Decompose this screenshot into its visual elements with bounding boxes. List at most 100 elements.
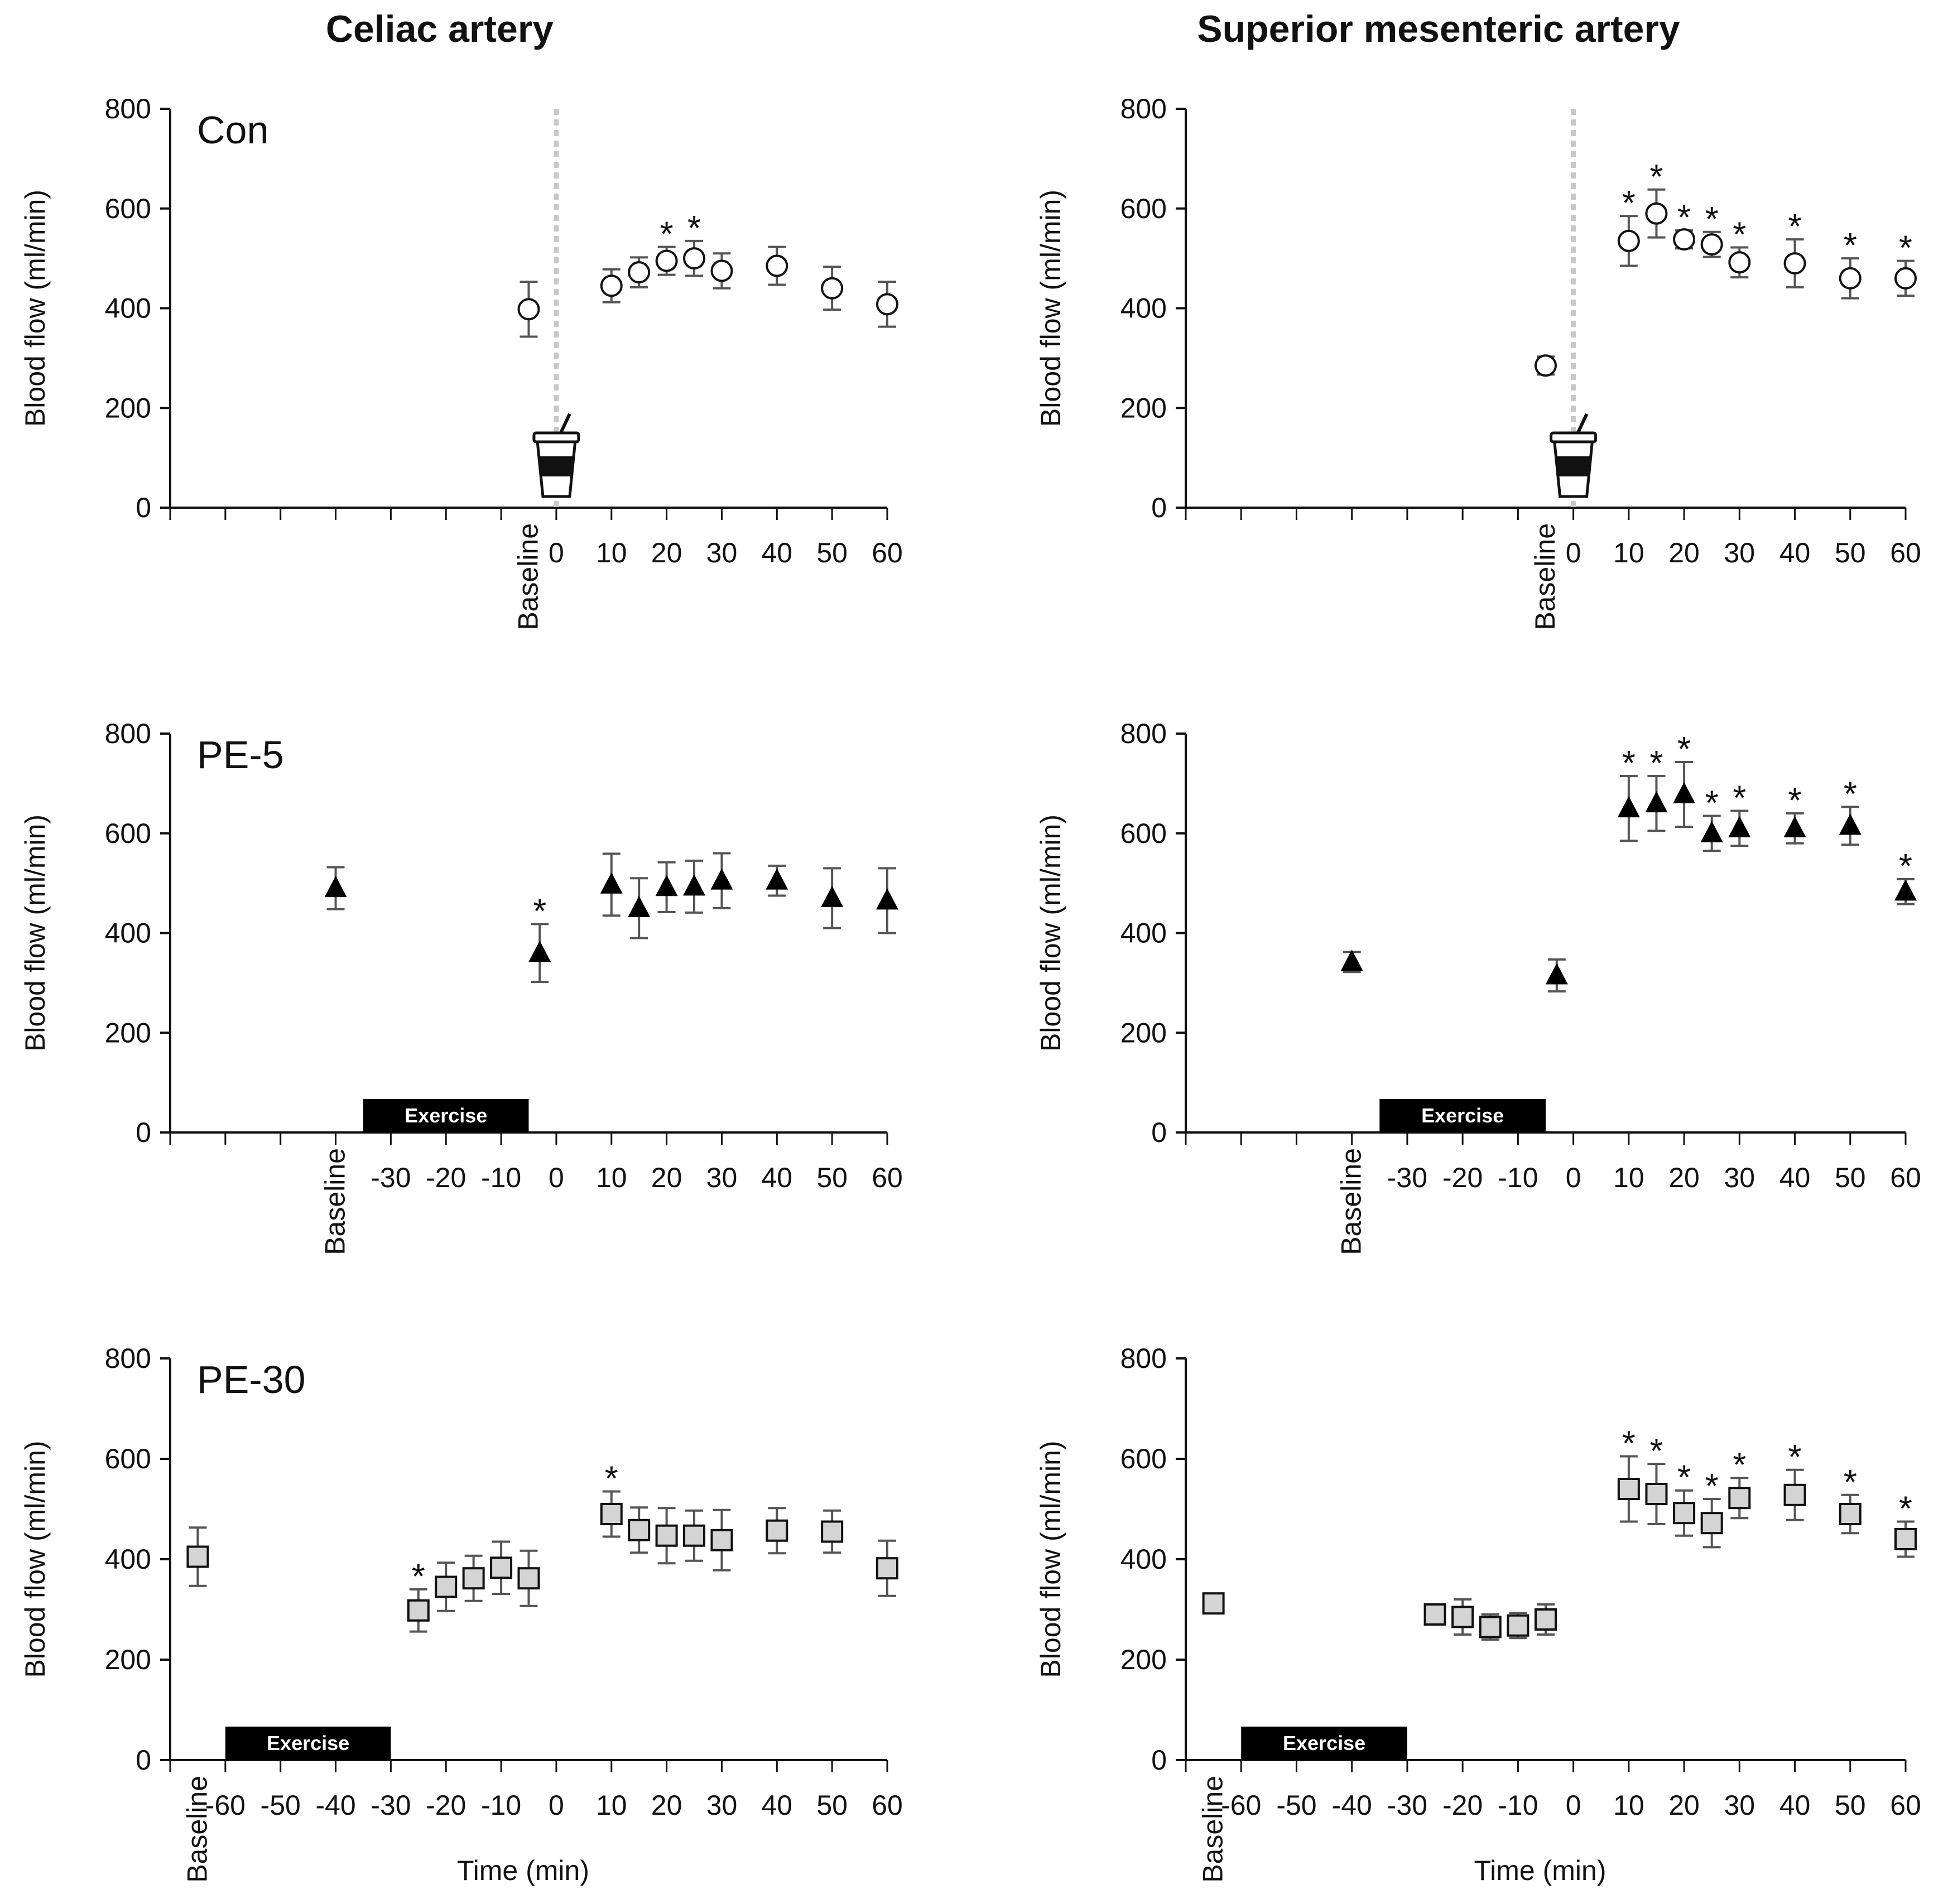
marker-triangle [528, 941, 551, 962]
marker-square [1507, 1614, 1529, 1637]
data-point-1: * [407, 1558, 430, 1633]
data-point-10 [710, 1508, 733, 1572]
marker-triangle [710, 868, 733, 890]
baseline-label: Baseline [181, 1776, 213, 1883]
significance-asterisk: * [1899, 847, 1912, 886]
data-point-3: * [1645, 744, 1668, 832]
x-tick-label: 10 [596, 537, 627, 568]
marker-circle [628, 261, 651, 284]
marker-circle [1894, 267, 1917, 290]
exercise-bar: Exercise [1379, 1099, 1546, 1132]
x-tick-label: 60 [872, 1162, 903, 1193]
exercise-bar: Exercise [225, 1727, 391, 1760]
marker-square [1451, 1606, 1474, 1628]
x-tick-label: 20 [651, 537, 682, 568]
significance-asterisk: * [660, 215, 674, 254]
x-tick-label: 0 [1566, 1790, 1581, 1821]
y-tick-label: 800 [105, 1343, 151, 1374]
x-tick-label: 30 [706, 537, 738, 568]
y-tick-label: 0 [136, 492, 151, 523]
y-tick-label: 600 [1120, 818, 1167, 849]
y-tick-label: 400 [1120, 1544, 1167, 1575]
x-tick-label: 10 [1613, 1162, 1644, 1193]
marker-square [1894, 1528, 1917, 1550]
marker-square [1617, 1478, 1640, 1500]
marker-square [600, 1503, 623, 1525]
significance-asterisk: * [1622, 1425, 1636, 1463]
exercise-label: Exercise [405, 1104, 487, 1127]
x-tick-label: 30 [1724, 537, 1755, 568]
x-tick-label: -30 [371, 1162, 411, 1193]
data-point-8 [821, 867, 844, 929]
marker-square [462, 1567, 485, 1590]
y-tick-label: 400 [105, 1544, 151, 1575]
x-tick-label: -50 [261, 1790, 301, 1821]
data-point-3: * [655, 215, 678, 276]
marker-triangle [1340, 949, 1363, 971]
marker-circle [766, 254, 788, 277]
x-tick-label: -60 [1221, 1790, 1261, 1821]
data-point-0 [186, 1526, 209, 1587]
x-tick-label: -20 [426, 1790, 466, 1821]
x-tick-label: 50 [816, 1790, 848, 1821]
x-tick-label: -10 [481, 1790, 521, 1821]
significance-asterisk: * [533, 892, 546, 931]
data-point-4 [655, 861, 678, 913]
marker-square [766, 1519, 788, 1542]
cup-sleeve [1556, 456, 1590, 476]
y-tick-label: 200 [1120, 1017, 1167, 1048]
marker-triangle [1645, 791, 1668, 813]
data-point-4 [490, 1540, 513, 1595]
data-point-9: * [1894, 847, 1917, 905]
data-point-13 [876, 1539, 898, 1597]
x-tick-label: 0 [1566, 1162, 1581, 1193]
drink-cup-icon [532, 413, 580, 498]
marker-square [186, 1545, 209, 1568]
y-tick-label: 800 [105, 718, 151, 749]
significance-asterisk: * [1705, 1467, 1719, 1506]
y-tick-label: 800 [1120, 93, 1167, 124]
x-tick-label: 0 [549, 1162, 564, 1193]
data-point-0 [1202, 1592, 1225, 1615]
significance-asterisk: * [1788, 782, 1801, 820]
marker-circle [1645, 202, 1668, 225]
data-point-6 [710, 852, 733, 909]
data-point-0 [324, 866, 347, 910]
data-point-10: * [1728, 1446, 1751, 1520]
significance-asterisk: * [1788, 208, 1801, 246]
significance-asterisk: * [1899, 1490, 1912, 1529]
y-tick-label: 400 [105, 293, 151, 324]
column-title-sma: Superior mesenteric artery [1197, 8, 1680, 50]
data-point-5 [1535, 1603, 1557, 1636]
baseline-label: Baseline [320, 1148, 351, 1255]
cup-lid [532, 431, 580, 444]
data-point-2: * [1617, 744, 1640, 842]
y-tick-label: 400 [105, 918, 151, 949]
data-point-5 [710, 252, 733, 290]
marker-triangle [1617, 796, 1640, 818]
data-point-1 [600, 268, 623, 303]
x-tick-label: 40 [761, 537, 792, 568]
x-tick-label: -30 [371, 1790, 411, 1821]
marker-square [1202, 1592, 1225, 1615]
marker-square [1645, 1483, 1668, 1505]
significance-asterisk: * [1733, 215, 1746, 254]
y-tick-label: 0 [1151, 492, 1167, 523]
y-tick-label: 200 [105, 392, 151, 423]
marker-triangle [683, 874, 706, 896]
marker-triangle [766, 868, 788, 890]
data-point-5: * [1728, 215, 1751, 279]
marker-square [490, 1556, 513, 1579]
y-tick-label: 0 [1151, 1744, 1167, 1776]
marker-square [1728, 1487, 1751, 1510]
baseline-label: Baseline [1529, 523, 1561, 630]
data-point-12: * [1839, 1463, 1862, 1535]
significance-asterisk: * [1733, 1446, 1746, 1484]
data-point-6: * [600, 1460, 623, 1538]
x-tick-label: 60 [1890, 537, 1921, 568]
cup-straw [1576, 413, 1589, 434]
y-tick-label: 600 [105, 193, 151, 224]
marker-triangle [655, 875, 678, 896]
